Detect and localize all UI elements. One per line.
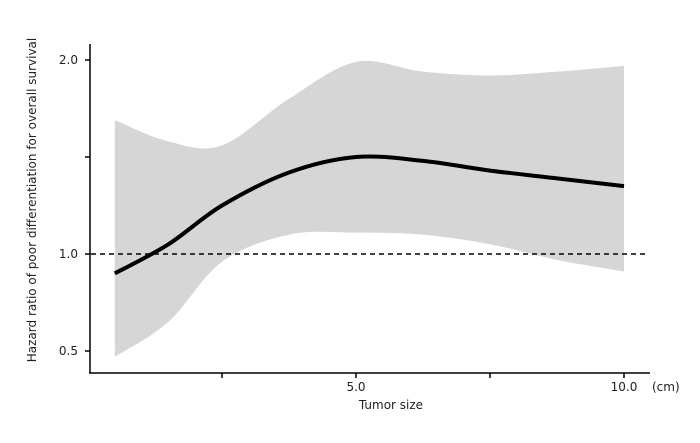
x-tick-label: 5.0 — [346, 380, 365, 394]
y-axis: 0.5 1.0 2.0 — [59, 44, 91, 373]
y-tick-label: 1.0 — [59, 247, 78, 261]
y-tick-label: 2.0 — [59, 53, 78, 67]
x-tick-label: 10.0 — [611, 380, 638, 394]
y-tick-label: 0.5 — [59, 344, 78, 358]
hazard-ratio-curve — [113, 154, 625, 276]
x-unit-label: (cm) — [652, 380, 680, 394]
confidence-band-area — [114, 60, 625, 357]
x-axis: 5.0 10.0 (cm) — [89, 372, 680, 394]
y-axis-title: Hazard ratio of poor differentiation for… — [25, 38, 39, 362]
x-axis-title: Tumor size — [358, 398, 423, 412]
confidence-band — [114, 60, 625, 357]
